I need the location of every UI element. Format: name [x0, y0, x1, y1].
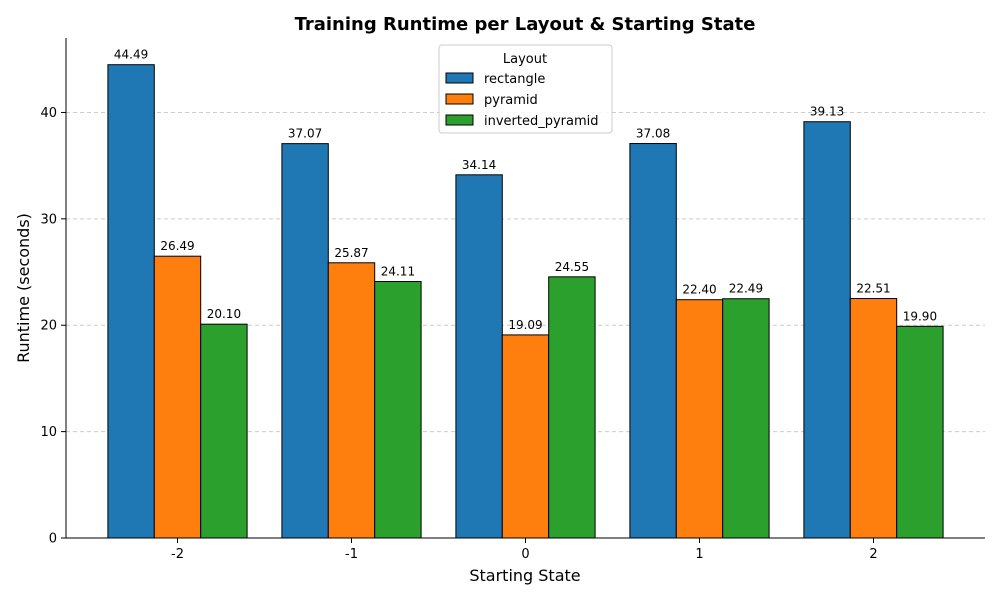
- legend-label-rectangle: rectangle: [484, 72, 545, 87]
- legend-swatch-pyramid: [445, 93, 474, 105]
- bar-pyramid-2: [849, 298, 898, 539]
- bar-pyramid-1: [675, 299, 724, 539]
- data-label: 26.49: [160, 239, 194, 253]
- data-label: 25.87: [334, 246, 368, 260]
- data-label: 34.14: [462, 158, 496, 172]
- y-axis-label: Runtime (seconds): [14, 213, 33, 363]
- data-label: 22.51: [856, 282, 890, 296]
- x-tick-label: -1: [345, 547, 358, 562]
- data-label: 37.07: [288, 127, 322, 141]
- legend-swatch-rectangle: [445, 72, 474, 84]
- bar-pyramid-0: [501, 334, 550, 539]
- data-label: 19.90: [903, 309, 937, 323]
- bar-rectangle-1: [629, 143, 677, 539]
- bar-rectangle--1: [281, 143, 329, 539]
- bar-inverted_pyramid--2: [200, 323, 248, 539]
- y-tick-label: 40: [40, 106, 57, 121]
- x-tick-label: 2: [869, 547, 877, 562]
- y-tick-label: 0: [49, 532, 57, 547]
- data-labels-group: 44.49 37.07 34.14 37.08 39.13 26.49 25.87 19.09…: [114, 48, 937, 332]
- y-ticks-group: 0 10 20 30 40: [40, 106, 66, 547]
- bar-inverted_pyramid-2: [896, 325, 944, 539]
- x-axis-label: Starting State: [469, 566, 580, 585]
- legend-label-inverted_pyramid: inverted_pyramid: [484, 114, 599, 129]
- data-label: 37.08: [636, 127, 670, 141]
- bar-rectangle--2: [107, 64, 155, 539]
- bar-pyramid--2: [153, 255, 202, 539]
- data-label: 24.55: [555, 260, 589, 274]
- bar-pyramid--1: [327, 262, 376, 539]
- legend-title: Layout: [503, 52, 547, 67]
- bar-inverted_pyramid-1: [722, 298, 770, 539]
- legend-items: rectangle pyramid inverted_pyramid: [445, 72, 599, 129]
- data-label: 22.40: [682, 283, 716, 297]
- legend-swatch-inverted_pyramid: [445, 114, 474, 126]
- legend-box: [438, 44, 613, 134]
- bar-inverted_pyramid--1: [374, 281, 422, 539]
- x-tick-label: -2: [171, 547, 184, 562]
- y-tick-label: 10: [40, 425, 57, 440]
- data-label: 20.10: [207, 307, 241, 321]
- legend: Layout rectangle pyramid inverted_pyramid: [438, 44, 613, 134]
- bar-rectangle-2: [803, 121, 851, 539]
- bar-rectangle-0: [455, 174, 503, 539]
- data-label: 24.11: [381, 265, 415, 279]
- data-label: 19.09: [508, 318, 542, 332]
- y-tick-label: 30: [40, 212, 57, 227]
- data-label: 22.49: [729, 282, 763, 296]
- x-tick-label: 0: [521, 547, 529, 562]
- x-tick-label: 1: [695, 547, 703, 562]
- chart-title: Training Runtime per Layout & Starting S…: [295, 14, 756, 35]
- bar-inverted_pyramid-0: [548, 276, 596, 539]
- x-ticks-group: -2 -1 0 1 2: [171, 538, 878, 562]
- y-tick-label: 20: [40, 319, 57, 334]
- data-label: 39.13: [810, 105, 844, 119]
- bars-group: [107, 64, 944, 539]
- data-label: 44.49: [114, 48, 148, 62]
- legend-label-pyramid: pyramid: [484, 93, 538, 108]
